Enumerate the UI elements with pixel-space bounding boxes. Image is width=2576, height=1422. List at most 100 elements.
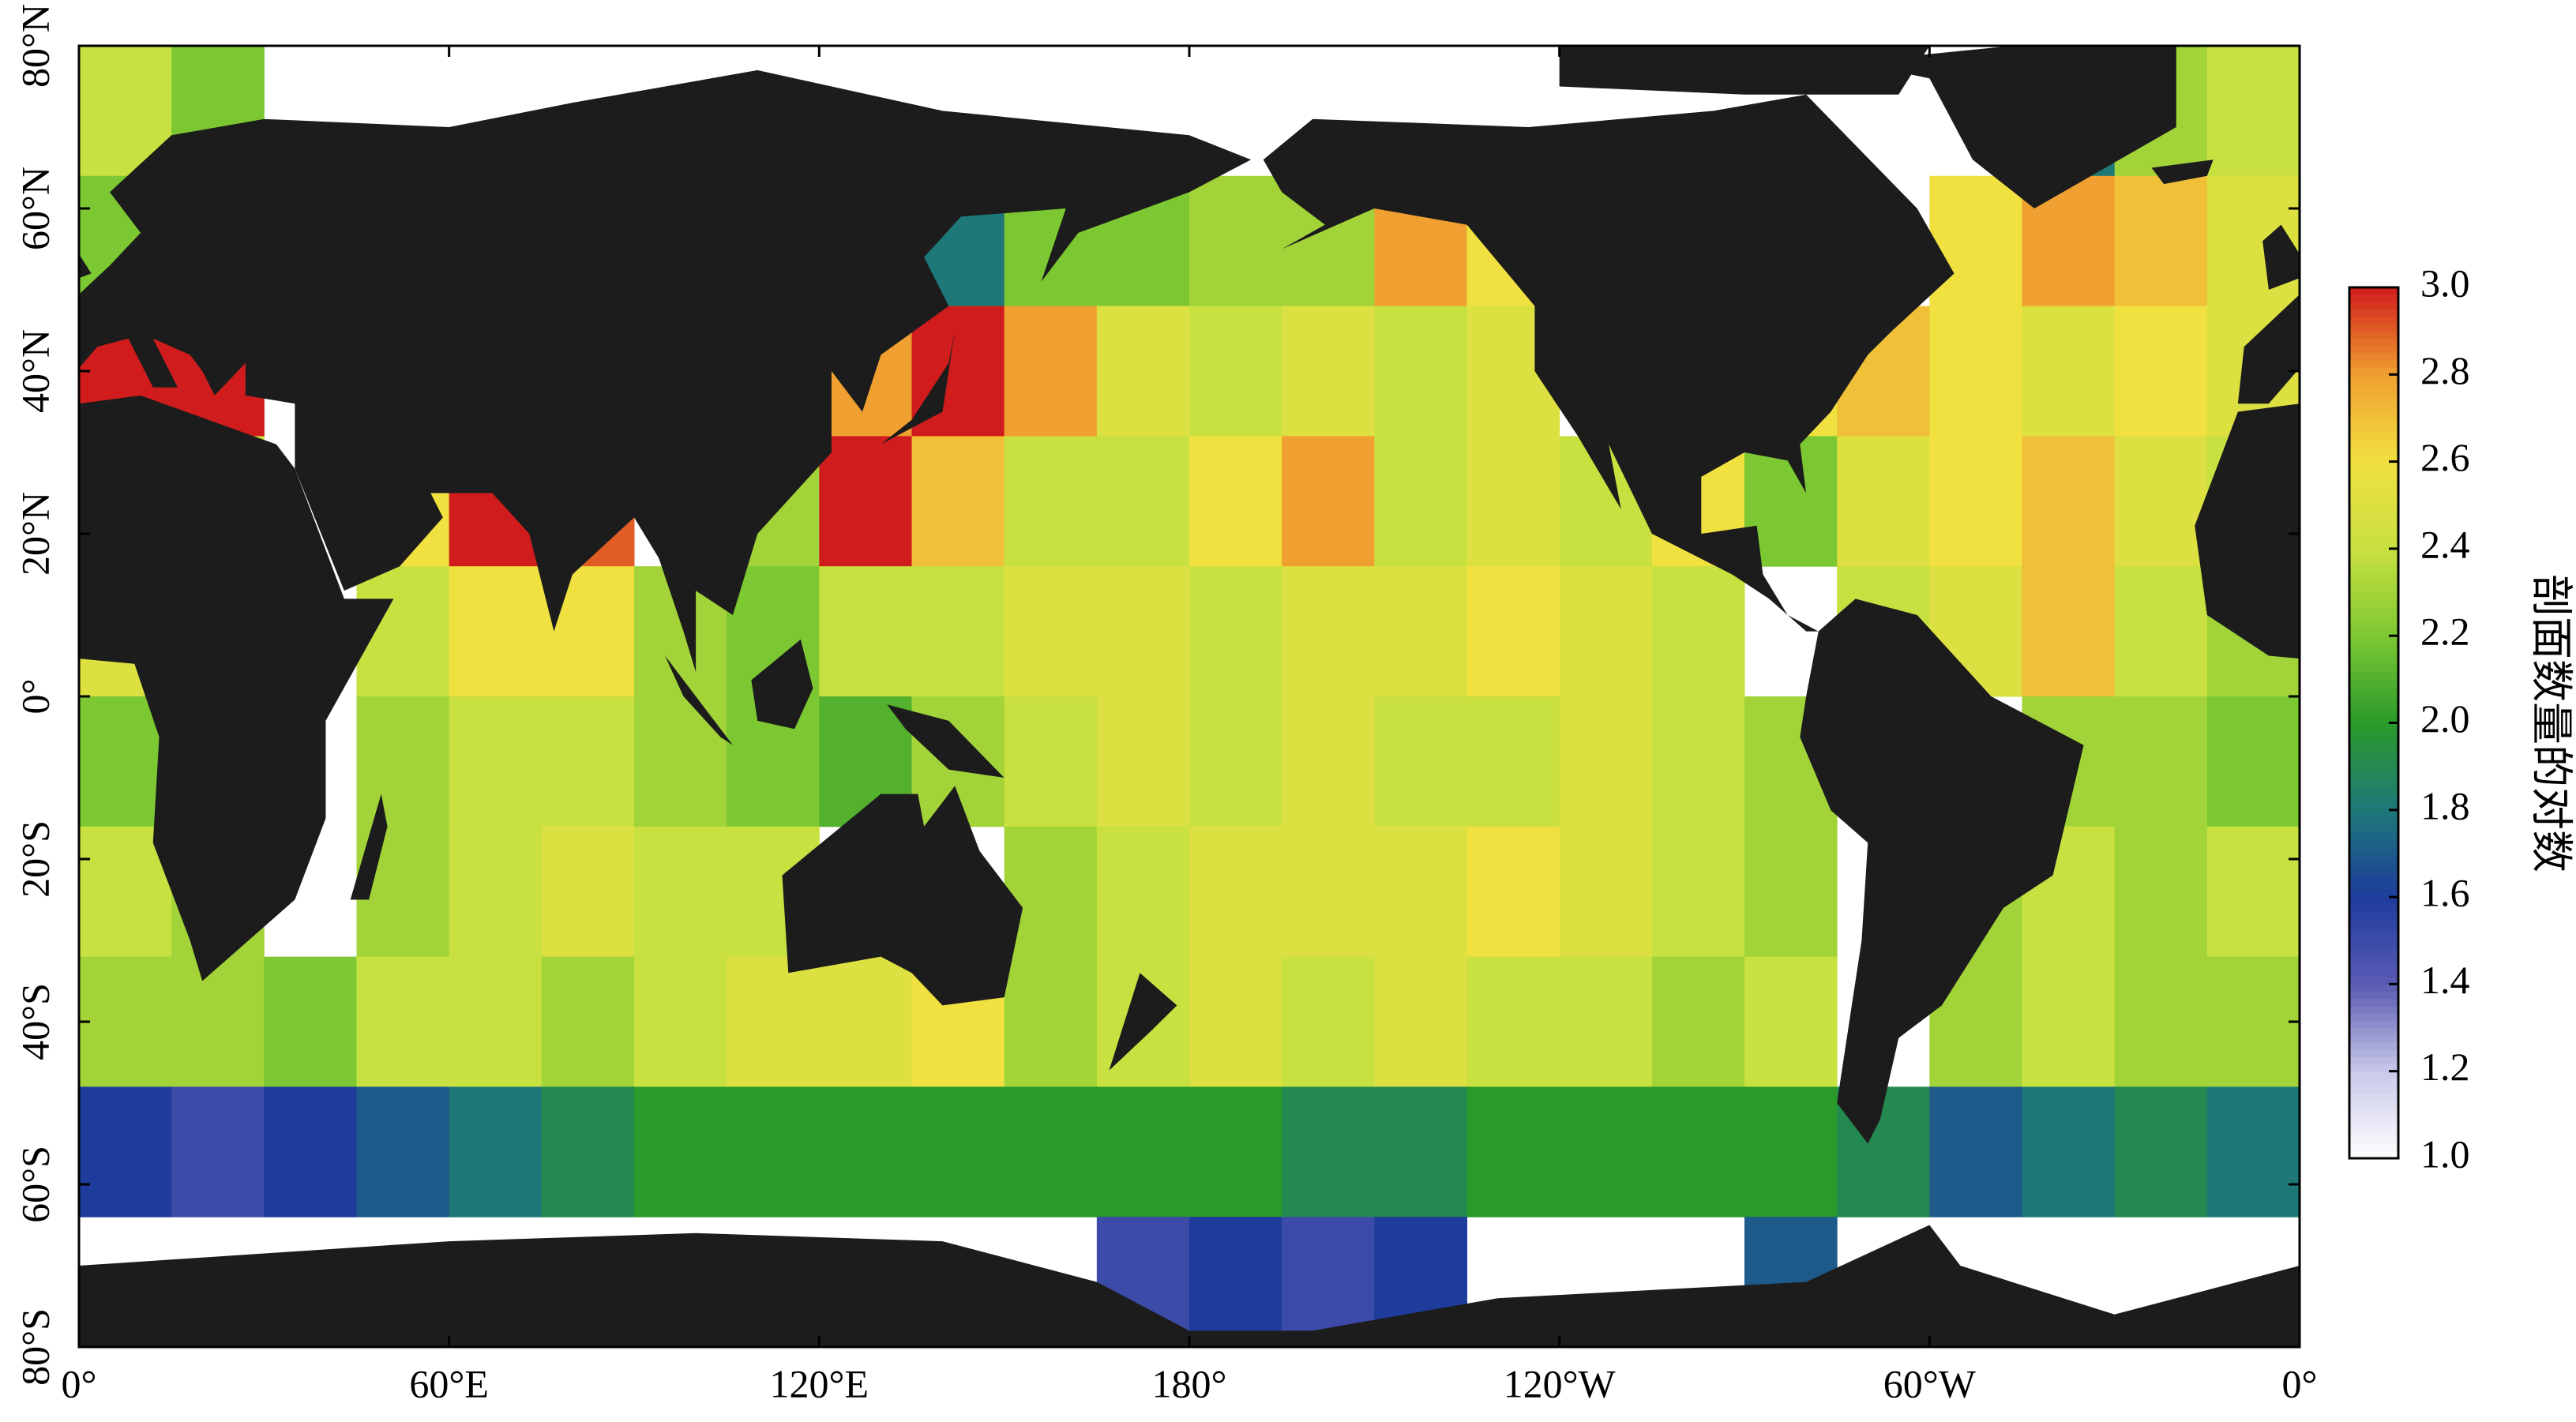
colorbar: 1.0 1.2 1.4 1.6 1.8 2.0 2.2 2.4 2.6 2.8 3.0	[2348, 261, 2470, 1176]
colorbar-step	[2349, 875, 2398, 884]
colorbar-step	[2349, 403, 2398, 411]
cell	[1282, 956, 1375, 1087]
cell	[1189, 826, 1282, 958]
colorbar-step	[2349, 1129, 2398, 1138]
cell	[1374, 1086, 1467, 1218]
cell	[1189, 1217, 1282, 1347]
cell	[79, 1086, 172, 1218]
colorbar-step	[2349, 846, 2398, 854]
colorbar-step	[2349, 809, 2398, 818]
colorbar-step	[2349, 918, 2398, 927]
colorbar-step	[2349, 497, 2398, 506]
colorbar-step	[2349, 700, 2398, 709]
cell	[1929, 1086, 2022, 1218]
colorbar-step	[2349, 425, 2398, 433]
colorbar-step	[2349, 998, 2398, 1007]
colorbar-step	[2349, 512, 2398, 520]
cell	[541, 826, 635, 958]
cell	[1096, 566, 1190, 697]
colorbar-step	[2349, 839, 2398, 847]
y-tick-label: 80°N	[13, 4, 57, 88]
colorbar-step	[2349, 1100, 2398, 1109]
cell	[911, 436, 1005, 567]
colorbar-step	[2349, 759, 2398, 767]
colorbar-step	[2349, 447, 2398, 456]
colorbar-step	[2349, 505, 2398, 513]
landmass	[79, 253, 92, 279]
colorbar-step	[2349, 1071, 2398, 1079]
landmass	[2151, 159, 2214, 185]
colorbar-step	[2349, 548, 2398, 557]
axes: 0° 60°E 120°E 180° 120°W 60°W 0° 80°N 60°N 40°N 20…	[13, 4, 2317, 1406]
cell	[1096, 696, 1190, 827]
landmass	[2262, 224, 2300, 290]
colorbar-tick-label: 1.2	[2420, 1045, 2470, 1089]
cell	[1004, 956, 1098, 1087]
cell	[1189, 306, 1282, 437]
colorbar-step	[2349, 693, 2398, 702]
cell	[1096, 306, 1190, 437]
x-tick-label: 180°	[1152, 1361, 1227, 1405]
colorbar-step	[2349, 730, 2398, 738]
colorbar-step	[2349, 381, 2398, 390]
cell	[634, 956, 727, 1087]
colorbar-step	[2349, 461, 2398, 470]
cell	[79, 956, 172, 1087]
cell	[449, 1086, 543, 1218]
cell	[2206, 956, 2300, 1087]
colorbar-step	[2349, 352, 2398, 361]
colorbar-step	[2349, 650, 2398, 658]
cell	[1096, 436, 1190, 567]
cell	[2114, 696, 2208, 827]
colorbar-step	[2349, 1086, 2398, 1094]
cell	[541, 956, 635, 1087]
cell	[2206, 46, 2300, 177]
colorbar-step	[2349, 664, 2398, 673]
colorbar-step	[2349, 323, 2398, 332]
landmass	[1800, 598, 2084, 1144]
colorbar-step	[2349, 1064, 2398, 1072]
cell	[1004, 566, 1098, 697]
landmass	[1109, 973, 1177, 1071]
cell	[2022, 436, 2116, 567]
cell	[449, 696, 543, 827]
landmass	[79, 1225, 2300, 1347]
colorbar-step	[2349, 911, 2398, 920]
y-tick-label: 0°	[13, 679, 57, 715]
cell	[1282, 566, 1375, 697]
cell	[634, 1086, 727, 1218]
colorbar-label: 剖面数量的对数	[2528, 574, 2575, 872]
colorbar-step	[2349, 766, 2398, 775]
cell	[727, 1086, 820, 1218]
colorbar-step	[2349, 621, 2398, 629]
cell	[1189, 566, 1282, 697]
cell	[1282, 1086, 1375, 1218]
cell	[1374, 566, 1467, 697]
colorbar-step	[2349, 1034, 2398, 1043]
colorbar-tick-label: 2.6	[2420, 435, 2470, 479]
cell	[1189, 436, 1282, 567]
landmass	[1849, 46, 2176, 208]
cell	[1559, 696, 1653, 827]
cell	[911, 566, 1005, 697]
colorbar-step	[2349, 1107, 2398, 1116]
colorbar-step	[2349, 1020, 2398, 1029]
colorbar-step	[2349, 520, 2398, 527]
cell	[356, 1086, 450, 1218]
colorbar-step	[2349, 853, 2398, 861]
colorbar-step	[2349, 345, 2398, 354]
colorbar-step	[2349, 302, 2398, 310]
colorbar-step	[2349, 816, 2398, 825]
cell	[2022, 306, 2116, 437]
cell	[1282, 306, 1375, 437]
colorbar-step	[2349, 287, 2398, 295]
colorbar-step	[2349, 1143, 2398, 1152]
colorbar-step	[2349, 338, 2398, 347]
cell	[1466, 1086, 1560, 1218]
cell	[1744, 1086, 1838, 1218]
cell	[1929, 175, 2022, 307]
colorbar-step	[2349, 316, 2398, 325]
colorbar-step	[2349, 672, 2398, 680]
colorbar-step	[2349, 475, 2398, 484]
cell	[2114, 956, 2208, 1087]
